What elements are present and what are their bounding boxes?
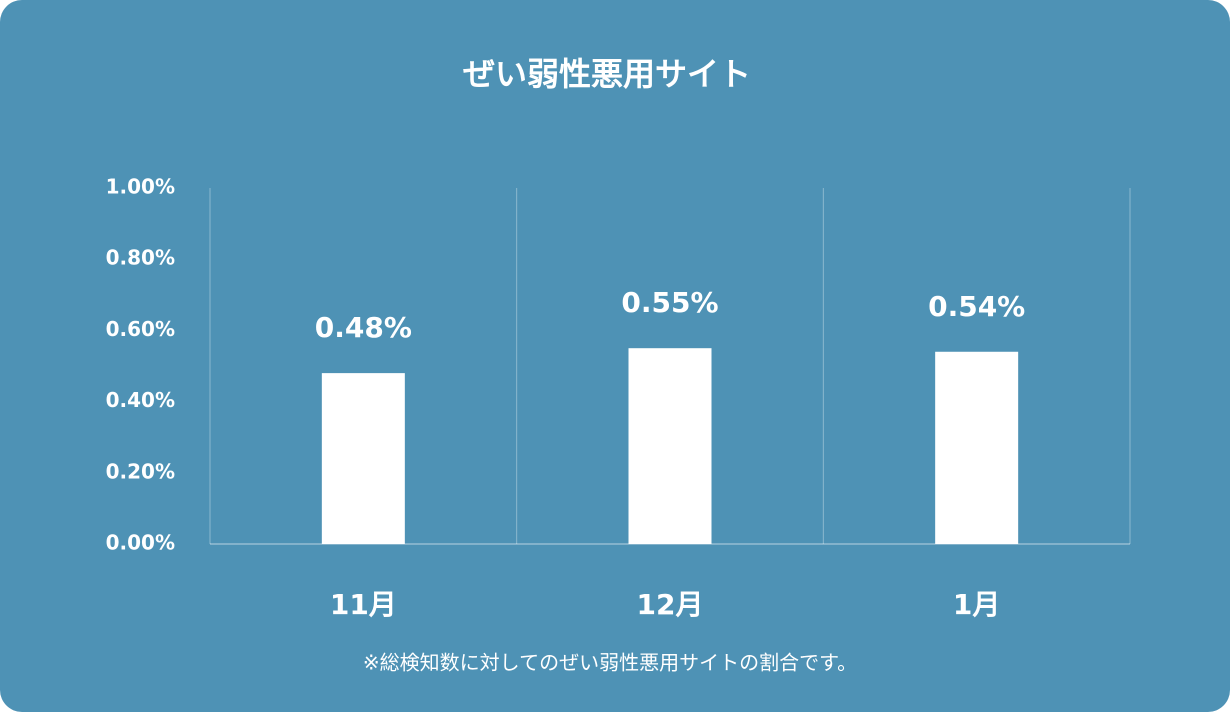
- chart-title: ぜい弱性悪用サイト: [463, 55, 751, 93]
- value-label: 0.55%: [621, 286, 718, 319]
- x-tick-label: 11月: [330, 588, 397, 621]
- bar: [935, 351, 1019, 544]
- y-tick-label: 0.00%: [106, 531, 175, 555]
- bar: [628, 348, 712, 544]
- y-tick-label: 0.20%: [106, 459, 175, 483]
- value-label: 0.48%: [315, 311, 412, 344]
- x-tick-label: 12月: [637, 588, 704, 621]
- value-label: 0.54%: [928, 290, 1025, 323]
- y-tick-label: 0.80%: [106, 246, 175, 270]
- footnote: ※総検知数に対してのぜい弱性悪用サイトの割合です。: [363, 651, 857, 675]
- x-tick-label: 1月: [953, 588, 1000, 621]
- bar: [321, 373, 405, 544]
- y-tick-label: 0.40%: [106, 388, 175, 412]
- y-tick-label: 1.00%: [106, 175, 175, 199]
- y-tick-label: 0.60%: [106, 317, 175, 341]
